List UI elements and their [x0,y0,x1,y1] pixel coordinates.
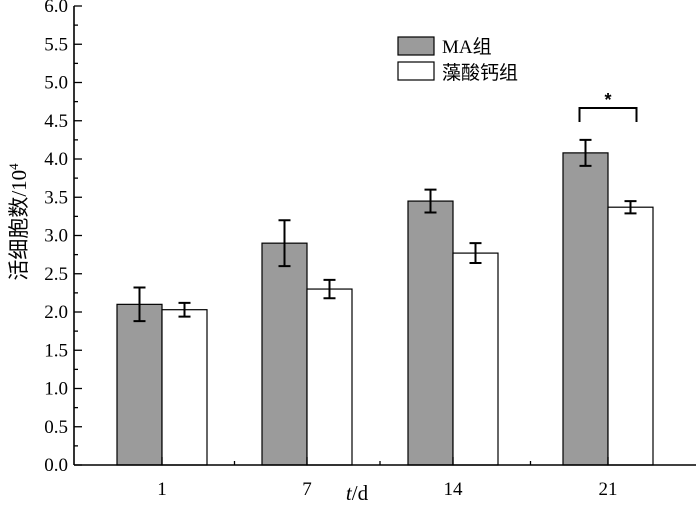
error-bar [579,138,592,167]
y-tick-label: 4.5 [44,111,68,132]
x-tick-label: 7 [302,479,312,500]
legend-label-ma: MA组 [442,36,492,58]
y-tick-label: 2.5 [44,264,68,285]
y-tick-label: 0.5 [44,417,68,438]
y-axis-title-main: 活细胞数/10 [7,170,31,281]
y-tick-label: 2.0 [44,302,68,323]
y-tick-label: 1.0 [44,379,68,400]
error-bar [323,278,336,300]
legend-label-alginate: 藻酸钙组 [442,62,518,84]
significance-label: * [604,90,611,110]
error-bar [178,301,191,318]
bar-ma-7 [261,242,308,466]
x-tick-label: 21 [599,479,618,500]
x-axis-title-italic: t [346,481,353,505]
error-bar [424,188,437,214]
y-tick-label: 0.0 [44,455,68,476]
legend-swatch-ma [397,36,435,56]
y-tick-label: 5.0 [44,73,68,94]
x-axis-ticks: 1 7 14 21 [157,457,618,500]
bar-alginate-21 [607,206,654,466]
y-tick-label: 4.0 [44,149,68,170]
x-axis-title-unit: /d [352,481,369,505]
bar-ma-21 [562,152,609,466]
x-axis-title: t/d [346,481,369,505]
bar-ma-14 [407,200,454,466]
y-axis-ticks: 0.0 0.5 1.0 1.5 2.0 2.5 3.0 3.5 4.0 4.5 5.0 5.5 6.0 [44,0,82,476]
error-bar [624,200,637,215]
y-axis-title: 活细胞数/104 [6,163,31,281]
bar-alginate-14 [452,252,499,466]
legend-swatch-alginate [397,61,435,81]
y-tick-label: 6.0 [44,0,68,17]
x-tick-label: 14 [444,479,464,500]
y-tick-label: 3.0 [44,226,68,247]
error-bar [133,286,146,323]
bar-alginate-1 [161,309,208,466]
bar-alginate-7 [306,288,353,466]
bar-ma-1 [116,303,163,466]
bars [116,138,654,466]
significance-bracket: * [578,90,638,122]
legend: MA组 藻酸钙组 [397,36,518,84]
y-axis-title-exponent: 4 [6,163,21,170]
y-tick-label: 5.5 [44,34,68,55]
error-bar [469,242,482,265]
error-bar [278,219,291,268]
y-tick-label: 1.5 [44,340,68,361]
x-tick-label: 1 [157,479,167,500]
y-tick-label: 3.5 [44,187,68,208]
significance-line [578,107,638,122]
